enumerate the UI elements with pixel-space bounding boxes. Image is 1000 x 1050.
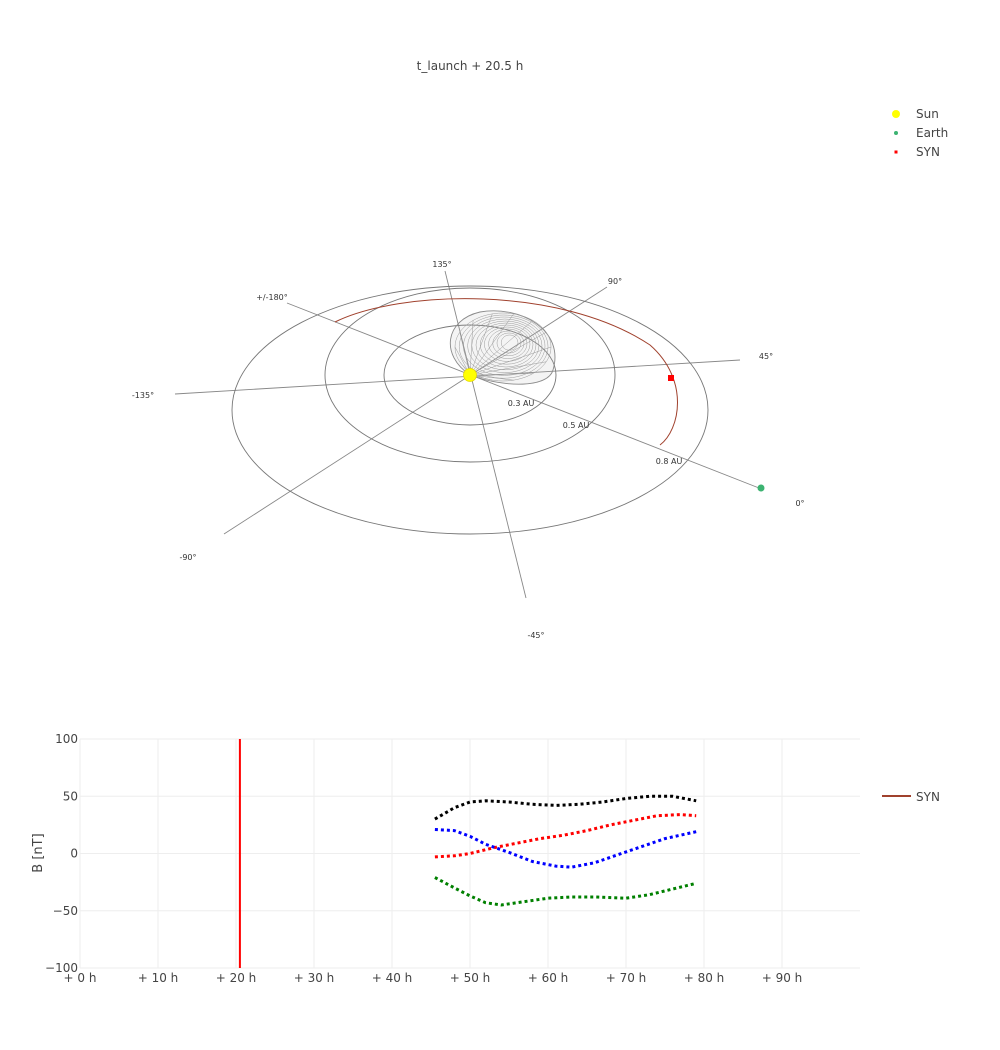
x-tick-label: + 60 h (528, 971, 569, 985)
legend-earth-marker (894, 131, 898, 135)
angle-label-135: 135° (432, 260, 451, 269)
x-tick-labels: + 0 h + 10 h + 20 h + 30 h + 40 h + 50 h + 60 … (64, 971, 803, 985)
series-line-1 (434, 813, 697, 859)
y-tick-label: −100 (45, 961, 78, 975)
cme-mesh-ring (488, 328, 528, 359)
cme-mesh-ring (479, 324, 534, 365)
legend-item-earth[interactable]: Earth (894, 126, 948, 140)
x-tick-label: + 40 h (372, 971, 413, 985)
legend-item-syn[interactable]: SYN (894, 145, 940, 159)
cme-mesh-spoke (469, 320, 474, 376)
polar-3d-scene[interactable]: 135° 90° +/-180° 45° -135° 0° -90° -45° … (132, 260, 805, 640)
axis-180-to-0 (286, 302, 760, 489)
axis-45-to-neg135 (174, 359, 741, 395)
cme-mesh-ring (467, 318, 543, 373)
x-tick-label: + 50 h (450, 971, 491, 985)
cme-mesh-ring (463, 316, 546, 376)
legend-sun-marker (892, 110, 900, 118)
angle-label-90: 90° (608, 277, 622, 286)
series-line-0 (434, 794, 697, 821)
legend-earth-label: Earth (916, 126, 948, 140)
y-axis-label: B [nT] (31, 833, 46, 872)
distance-rings (231, 285, 709, 535)
earth-marker[interactable] (757, 484, 765, 492)
series-line-3 (434, 876, 697, 907)
cme-mesh-spoke (469, 313, 493, 376)
cme-mesh-spoke (469, 313, 514, 376)
chart-grid (79, 738, 860, 969)
top-legend[interactable]: Sun Earth SYN (892, 107, 948, 159)
y-tick-label: 50 (63, 789, 78, 803)
legend-sun-label: Sun (916, 107, 939, 121)
ring-08au (231, 285, 709, 535)
ring-05au (324, 287, 616, 463)
y-tick-label: 0 (70, 847, 78, 861)
radius-label-08au: 0.8 AU (656, 457, 683, 466)
ring-03au (383, 324, 557, 426)
legend-syn-marker (894, 150, 898, 154)
radius-label-05au: 0.5 AU (563, 421, 590, 430)
sun-marker[interactable] (463, 368, 477, 382)
angle-label-0: 0° (795, 499, 804, 508)
angle-label-45: 45° (759, 352, 773, 361)
chart-series (434, 794, 697, 907)
x-tick-label: + 70 h (606, 971, 647, 985)
angle-label-neg90: -90° (179, 553, 196, 562)
cme-mesh-ring (500, 334, 519, 351)
y-tick-label: −50 (53, 904, 78, 918)
chart-legend[interactable]: SYN (882, 790, 940, 804)
cme-mesh-spoke (459, 332, 471, 376)
legend-item-sun[interactable]: Sun (892, 107, 939, 121)
radius-label-03au: 0.3 AU (508, 399, 535, 408)
x-tick-label: + 30 h (294, 971, 335, 985)
angle-label-neg135: -135° (132, 391, 154, 400)
line-chart[interactable]: 100 50 0 −50 −100 + 0 h + 10 h + 20 h + 30 h + 4… (31, 732, 940, 985)
cme-mesh-ring (458, 314, 549, 379)
cme-mesh-spoke (469, 332, 547, 376)
axis-90-to-neg90 (223, 286, 608, 535)
x-tick-label: + 80 h (684, 971, 725, 985)
cme-mesh-ring (484, 326, 531, 362)
syn-orbit-arc (334, 298, 678, 446)
cme-mesh-spoke (469, 374, 514, 381)
cme-mesh-spoke (469, 346, 552, 376)
cme-mesh-ring (475, 322, 537, 368)
series-line-2 (434, 828, 697, 869)
angle-label-neg45: -45° (527, 631, 544, 640)
syn-marker[interactable] (668, 375, 674, 381)
cme-mesh-spoke (469, 373, 533, 376)
angle-label-180: +/-180° (256, 293, 288, 302)
plot-title: t_launch + 20.5 h (417, 59, 524, 73)
y-tick-labels: 100 50 0 −50 −100 (45, 732, 78, 975)
cme-mesh-spoke (469, 320, 534, 376)
x-tick-label: + 90 h (762, 971, 803, 985)
cme-wireframe (449, 310, 556, 385)
x-tick-label: + 10 h (138, 971, 179, 985)
x-tick-label: + 0 h (64, 971, 97, 985)
cme-mesh-spoke (469, 361, 547, 376)
chart-legend-syn-label: SYN (916, 790, 940, 804)
x-tick-label: + 20 h (216, 971, 257, 985)
y-tick-label: 100 (55, 732, 78, 746)
legend-syn-label: SYN (916, 145, 940, 159)
